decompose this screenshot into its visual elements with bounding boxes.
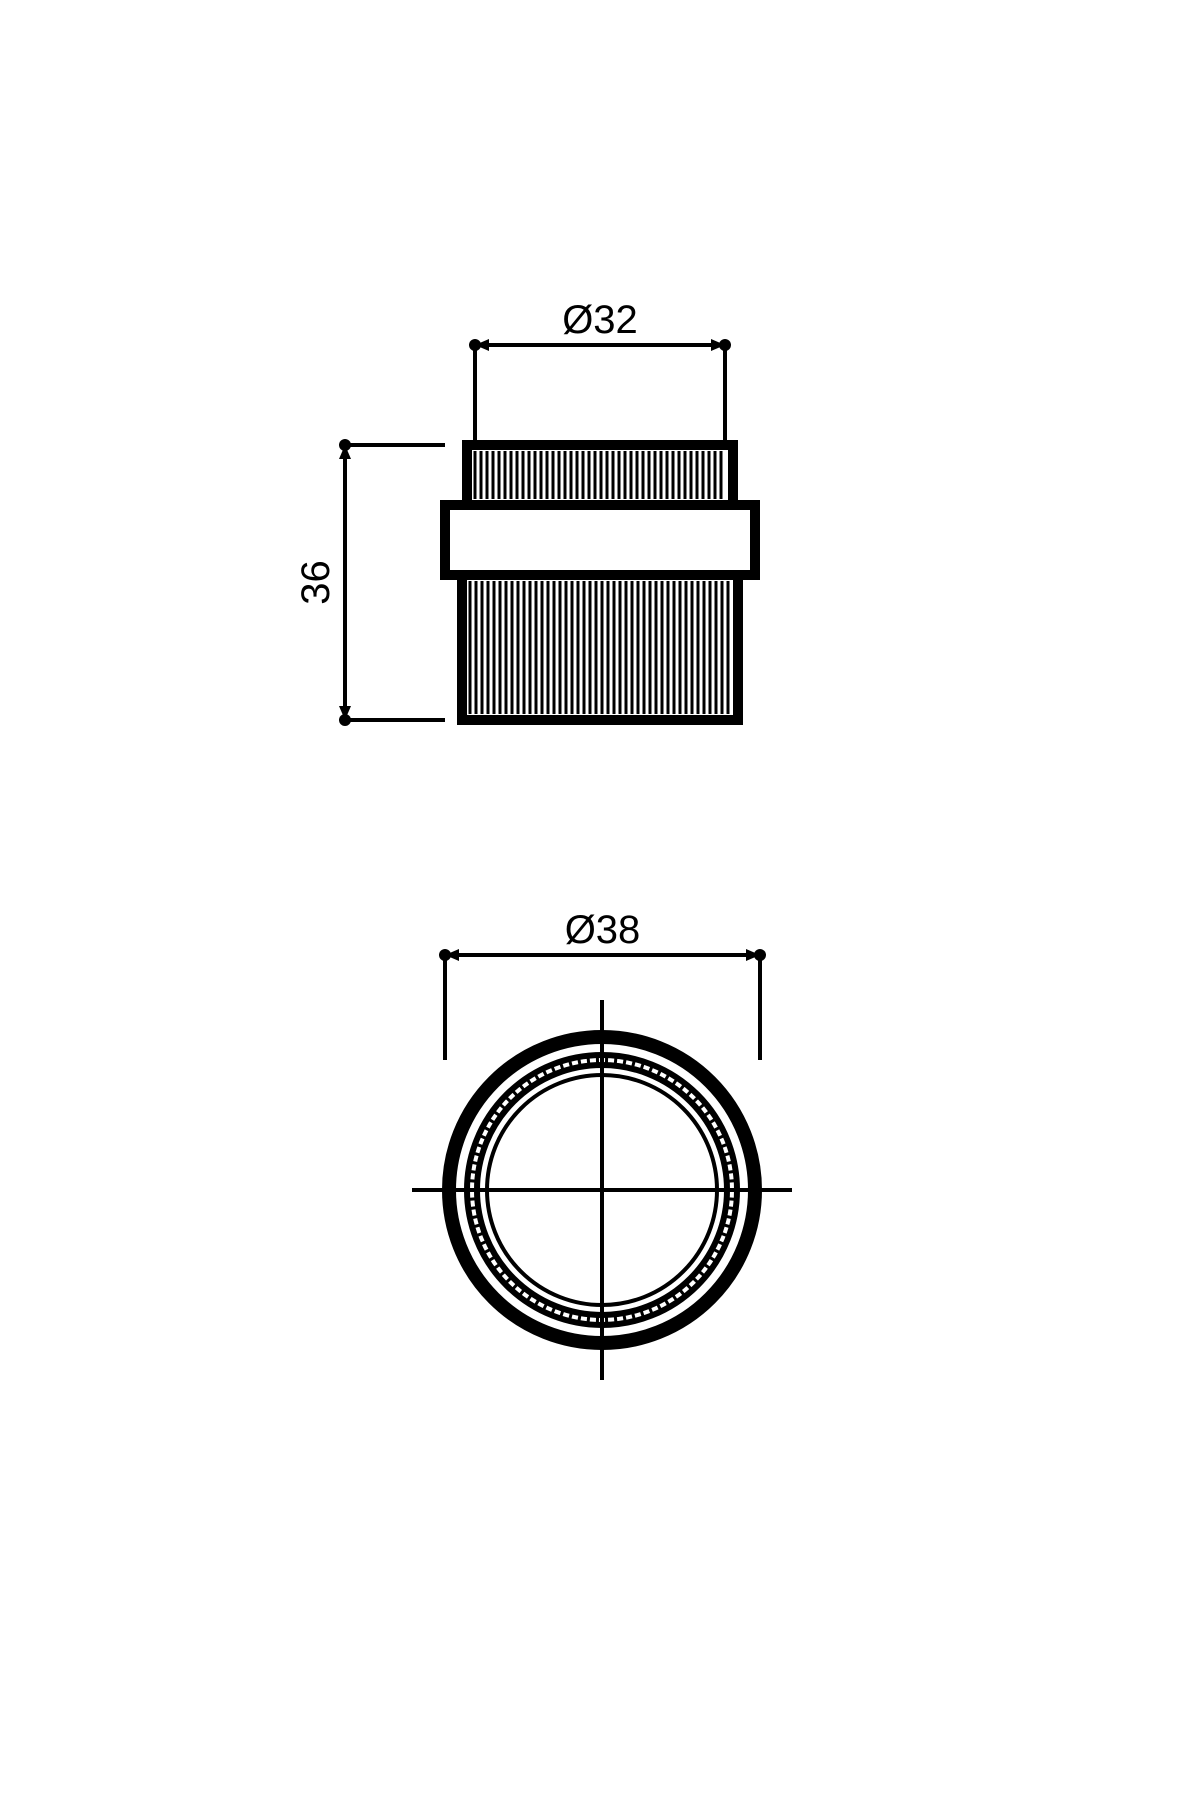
dimension-label: Ø32 [562, 298, 638, 342]
centerlines [412, 1000, 792, 1380]
dimension-height-36: 36 [294, 439, 445, 726]
side-view-part [445, 445, 755, 720]
dimension-diameter-32: Ø32 [469, 298, 731, 440]
dimension-label: 36 [294, 560, 338, 605]
dimension-label: Ø38 [565, 908, 641, 952]
side-view: Ø32 36 [294, 298, 755, 726]
top-view-part [412, 1000, 792, 1380]
top-view: Ø38 [412, 908, 792, 1380]
technical-drawing: Ø32 36 Ø38 [0, 0, 1200, 1800]
